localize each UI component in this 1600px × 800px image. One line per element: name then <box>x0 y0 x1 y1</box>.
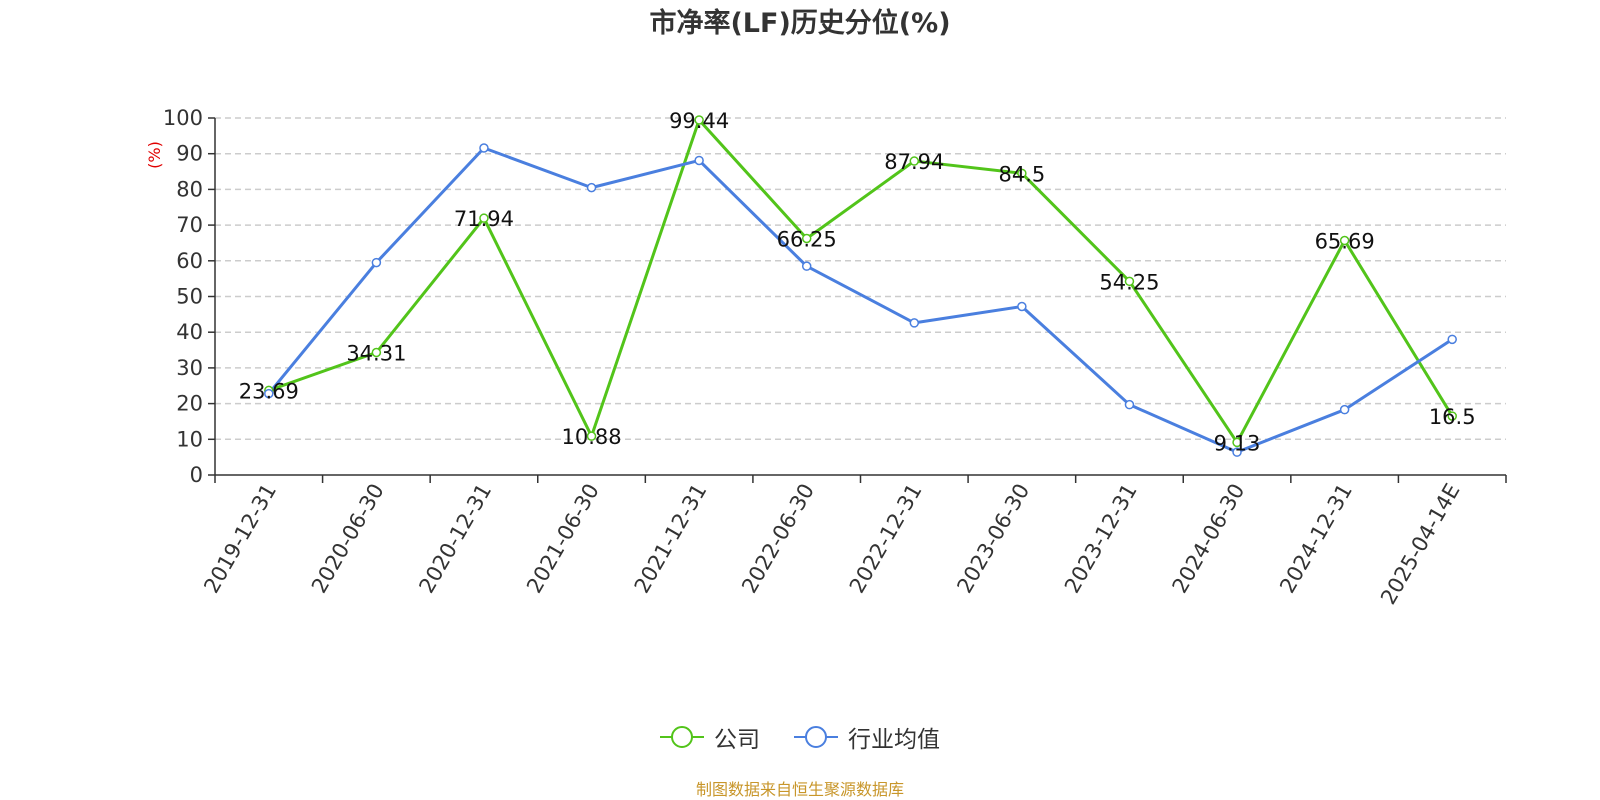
data-label: 23.69 <box>239 379 299 403</box>
legend-marker-company-icon <box>660 726 704 748</box>
series-line <box>268 118 1454 444</box>
data-point <box>1124 276 1135 287</box>
data-label: 99.44 <box>669 109 729 133</box>
data-point <box>1447 334 1457 345</box>
data-point <box>801 261 812 271</box>
y-tick-label: 10 <box>176 427 203 451</box>
x-tick-label: 2024-12-31 <box>1275 480 1357 598</box>
legend-label-industry-average: 行业均值 <box>848 727 940 753</box>
line-chart: 0 10 20 30 40 50 60 70 80 90 100 2019-12-31 2020-06-… <box>145 106 1507 609</box>
data-labels: 23.69 34.31 71.94 10.88 99.44 66.25 87.94 84.5 5… <box>239 109 1476 455</box>
x-tick-label: 2021-12-31 <box>630 480 712 598</box>
data-label: 87.94 <box>884 150 944 174</box>
series-lines <box>267 118 1454 454</box>
data-label: 71.94 <box>454 207 514 231</box>
x-tick-label: 2019-12-31 <box>199 480 281 598</box>
grid-lines <box>215 117 1506 441</box>
series-points <box>264 115 1457 457</box>
data-label: 9.13 <box>1214 431 1261 455</box>
legend-item-industry-average[interactable]: 行业均值 <box>794 720 940 754</box>
x-tick-label: 2023-06-30 <box>952 480 1034 598</box>
data-point <box>1017 168 1027 179</box>
legend-item-company[interactable]: 公司 <box>660 720 760 754</box>
y-tick-label: 60 <box>176 249 203 273</box>
data-point <box>371 257 382 268</box>
data-point <box>1017 301 1027 312</box>
data-point <box>479 213 489 223</box>
legend-label-company: 公司 <box>714 727 760 753</box>
data-point <box>801 233 812 244</box>
y-tick-label: 90 <box>176 142 203 166</box>
data-point <box>694 115 704 125</box>
x-tick-label: 2021-06-30 <box>522 480 604 598</box>
data-point <box>371 347 382 358</box>
data-label: 16.5 <box>1429 405 1476 429</box>
data-point <box>1232 447 1242 457</box>
x-tick-label: 2020-12-31 <box>414 480 496 598</box>
legend-marker-industry-icon <box>794 726 838 748</box>
data-point <box>1124 399 1135 410</box>
data-point <box>1232 437 1242 448</box>
y-tick-label: 0 <box>190 463 203 487</box>
data-point <box>1339 404 1350 415</box>
data-point <box>586 431 597 441</box>
x-tick-label: 2025-04-14E <box>1376 480 1464 609</box>
data-point <box>909 156 920 166</box>
data-point <box>909 318 920 328</box>
data-label: 10.88 <box>561 425 621 449</box>
data-label: 34.31 <box>346 342 406 366</box>
y-tick-label: 80 <box>176 177 203 201</box>
data-label: 65.69 <box>1315 229 1375 253</box>
legend: 公司 行业均值 <box>0 720 1600 754</box>
data-point <box>694 155 704 166</box>
x-tick-label: 2023-12-31 <box>1060 480 1142 598</box>
data-point <box>1339 235 1350 246</box>
source-note: 制图数据来自恒生聚源数据库 <box>695 780 904 799</box>
y-tick-label: 20 <box>176 392 203 416</box>
data-label: 84.5 <box>998 162 1045 186</box>
y-tick-label: 70 <box>176 213 203 237</box>
data-label: 66.25 <box>777 227 837 251</box>
y-tick-label: 100 <box>163 106 203 130</box>
x-tick-label: 2022-06-30 <box>737 480 819 598</box>
data-point <box>264 388 274 399</box>
x-tick-label: 2020-06-30 <box>307 480 389 598</box>
y-tick-label: 30 <box>176 356 203 380</box>
y-axis-unit-label: (%) <box>145 141 164 169</box>
data-point <box>479 143 489 153</box>
series-line <box>267 146 1454 454</box>
x-tick-label: 2024-06-30 <box>1168 480 1250 598</box>
data-point <box>1447 411 1457 421</box>
data-point <box>586 182 597 193</box>
data-label: 54.25 <box>1099 270 1159 294</box>
x-tick-label: 2022-12-31 <box>845 480 927 598</box>
y-tick-label: 40 <box>176 320 203 344</box>
y-tick-label: 50 <box>176 285 203 309</box>
chart-title: 市净率(LF)历史分位(%) <box>649 8 951 39</box>
